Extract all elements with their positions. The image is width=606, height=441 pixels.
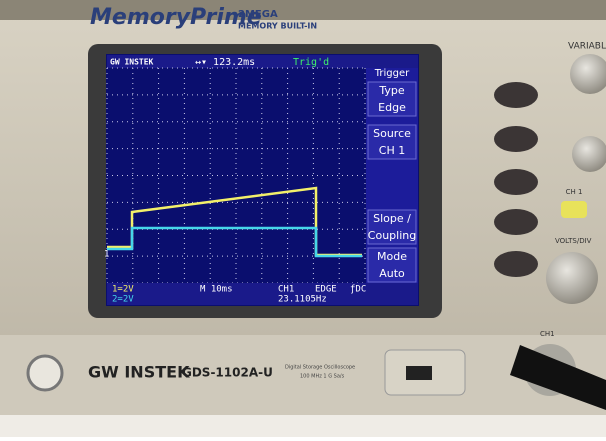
badge: 2MEGA (238, 9, 278, 20)
knob[interactable] (570, 54, 606, 94)
top-bar (107, 55, 418, 68)
menu-text: Slope / (373, 212, 411, 225)
status-bar (107, 283, 418, 305)
menu-title: Trigger (374, 68, 410, 79)
soft-button[interactable] (494, 126, 538, 152)
soft-button[interactable] (494, 169, 538, 195)
desc: Digital Storage Oscilloscope (285, 365, 355, 371)
badge: MEMORY BUILT-IN (238, 22, 317, 31)
trigger-state: Trig'd (293, 57, 329, 68)
menu-box (367, 247, 417, 283)
soft-button[interactable] (494, 251, 538, 277)
ch1-button[interactable] (561, 201, 587, 218)
top-edge (0, 0, 606, 20)
soft-button[interactable] (494, 209, 538, 235)
brand: MemoryPrime (90, 5, 262, 30)
ch1-scale: 1=2V (112, 285, 134, 295)
menu-text: Source (373, 127, 411, 140)
soft-button[interactable] (494, 82, 538, 108)
menu-text: Type (378, 84, 404, 97)
ch1-input-label: CH1 (540, 330, 555, 338)
knob[interactable] (572, 136, 606, 172)
trig-coupling: ƒDC (350, 285, 366, 295)
menu-text: Coupling (368, 229, 416, 242)
frequency: 23.1105Hz (278, 295, 327, 305)
graticule (106, 67, 366, 284)
table-surface (0, 415, 606, 437)
menu-text: Auto (379, 267, 405, 280)
menu-text: Edge (378, 101, 406, 114)
volts-div-label: VOLTS/DIV (555, 237, 592, 245)
ch2-scale: 2=2V (112, 295, 134, 305)
desc: 100 MHz 1 G Sa/s (300, 374, 345, 380)
side-label: VARIABL (568, 42, 606, 52)
menu-box (367, 209, 417, 245)
model: GDS-1102A-U (182, 366, 273, 380)
time-offset: ↔▾ 123.2ms (195, 57, 255, 68)
trig-source: CH1 (278, 285, 294, 295)
power-button[interactable] (26, 354, 64, 392)
timebase: M 10ms (200, 285, 233, 295)
soft-buttons (494, 82, 538, 277)
menu-box (367, 81, 417, 117)
trig-type: EDGE (315, 285, 337, 295)
ch2-trace (107, 226, 362, 258)
menu-items: Type Edge Source CH 1 Slope / Coupling Mode Aut… (367, 81, 417, 283)
volts-knob[interactable] (546, 252, 598, 304)
menu-text: Mode (377, 250, 407, 263)
usb-port[interactable] (406, 366, 432, 380)
ch1-button-label: CH 1 (566, 188, 583, 196)
menu-text: CH 1 (379, 144, 405, 157)
front-strip (0, 335, 606, 415)
menu-box (367, 124, 417, 160)
front-logo: GW INSTEK (88, 363, 190, 382)
probe-cable (510, 345, 606, 410)
ch-marker: 1 (104, 250, 109, 260)
screen-logo: GW INSTEK (110, 58, 154, 67)
